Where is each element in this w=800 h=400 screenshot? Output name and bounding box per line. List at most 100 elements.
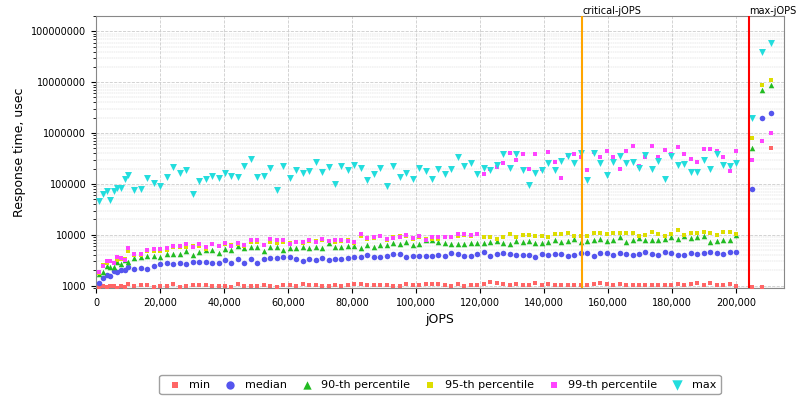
median — [723, 249, 736, 256]
90-th percentile — [723, 237, 736, 243]
min — [746, 284, 758, 290]
max — [613, 153, 626, 159]
99-th percentile — [380, 236, 393, 243]
median — [206, 260, 218, 266]
99-th percentile — [342, 238, 354, 244]
99-th percentile — [251, 237, 264, 244]
min — [587, 281, 600, 287]
median — [180, 261, 193, 268]
95-th percentile — [690, 230, 703, 236]
95-th percentile — [406, 236, 419, 242]
max — [529, 170, 542, 176]
min — [114, 282, 127, 289]
99-th percentile — [186, 244, 199, 250]
min — [535, 282, 548, 288]
99-th percentile — [367, 234, 380, 240]
min — [348, 281, 361, 288]
95-th percentile — [723, 229, 736, 235]
min — [290, 283, 302, 289]
median — [374, 254, 386, 260]
min — [270, 283, 283, 290]
99-th percentile — [264, 236, 277, 243]
95-th percentile — [626, 230, 639, 236]
95-th percentile — [154, 248, 166, 255]
95-th percentile — [322, 238, 335, 244]
99-th percentile — [633, 163, 646, 170]
99-th percentile — [111, 254, 124, 260]
90-th percentile — [497, 240, 510, 246]
max — [535, 167, 548, 174]
min — [755, 284, 768, 290]
99-th percentile — [522, 166, 535, 172]
Legend: min, median, 90-th percentile, 95-th percentile, 99-th percentile, max: min, median, 90-th percentile, 95-th per… — [159, 375, 721, 394]
95-th percentile — [193, 243, 206, 250]
max — [633, 165, 646, 172]
min — [665, 282, 678, 288]
95-th percentile — [438, 234, 451, 240]
max — [765, 39, 778, 46]
90-th percentile — [199, 247, 212, 254]
min — [316, 283, 329, 289]
min — [574, 281, 587, 288]
max — [503, 164, 516, 171]
99-th percentile — [755, 138, 768, 144]
99-th percentile — [361, 235, 374, 242]
min — [97, 283, 110, 289]
90-th percentile — [690, 234, 703, 240]
95-th percentile — [186, 243, 199, 250]
99-th percentile — [97, 263, 110, 270]
median — [478, 248, 490, 255]
min — [490, 280, 503, 286]
99-th percentile — [374, 232, 386, 239]
min — [167, 281, 180, 287]
max — [568, 160, 581, 166]
X-axis label: jOPS: jOPS — [426, 313, 454, 326]
Text: critical-jOPS: critical-jOPS — [582, 6, 642, 16]
max — [329, 181, 342, 187]
median — [316, 254, 329, 261]
max — [426, 176, 438, 182]
max — [594, 160, 606, 167]
max — [665, 153, 678, 160]
90-th percentile — [490, 238, 503, 244]
95-th percentile — [367, 235, 380, 241]
90-th percentile — [111, 259, 124, 265]
99-th percentile — [529, 150, 542, 157]
95-th percentile — [231, 240, 244, 247]
90-th percentile — [639, 237, 652, 243]
95-th percentile — [225, 242, 238, 248]
max — [542, 159, 555, 166]
90-th percentile — [432, 239, 445, 246]
max — [186, 191, 199, 197]
99-th percentile — [490, 164, 503, 171]
median — [354, 254, 367, 260]
90-th percentile — [107, 264, 120, 270]
95-th percentile — [426, 236, 438, 242]
median — [348, 254, 361, 261]
max — [348, 162, 361, 169]
max — [97, 191, 110, 197]
min — [432, 281, 445, 287]
95-th percentile — [245, 239, 258, 245]
max — [134, 186, 147, 192]
median — [698, 250, 710, 256]
max — [309, 158, 322, 165]
95-th percentile — [535, 233, 548, 239]
median — [497, 250, 510, 256]
median — [128, 266, 141, 272]
min — [329, 282, 342, 288]
95-th percentile — [503, 230, 516, 237]
min — [646, 282, 658, 288]
median — [361, 252, 374, 258]
max — [562, 152, 574, 159]
max — [180, 166, 193, 173]
95-th percentile — [471, 231, 484, 238]
max — [386, 163, 399, 170]
99-th percentile — [445, 233, 458, 240]
median — [419, 252, 432, 259]
95-th percentile — [746, 135, 758, 141]
min — [510, 281, 522, 288]
90-th percentile — [594, 235, 606, 242]
max — [225, 173, 238, 180]
median — [620, 251, 633, 257]
